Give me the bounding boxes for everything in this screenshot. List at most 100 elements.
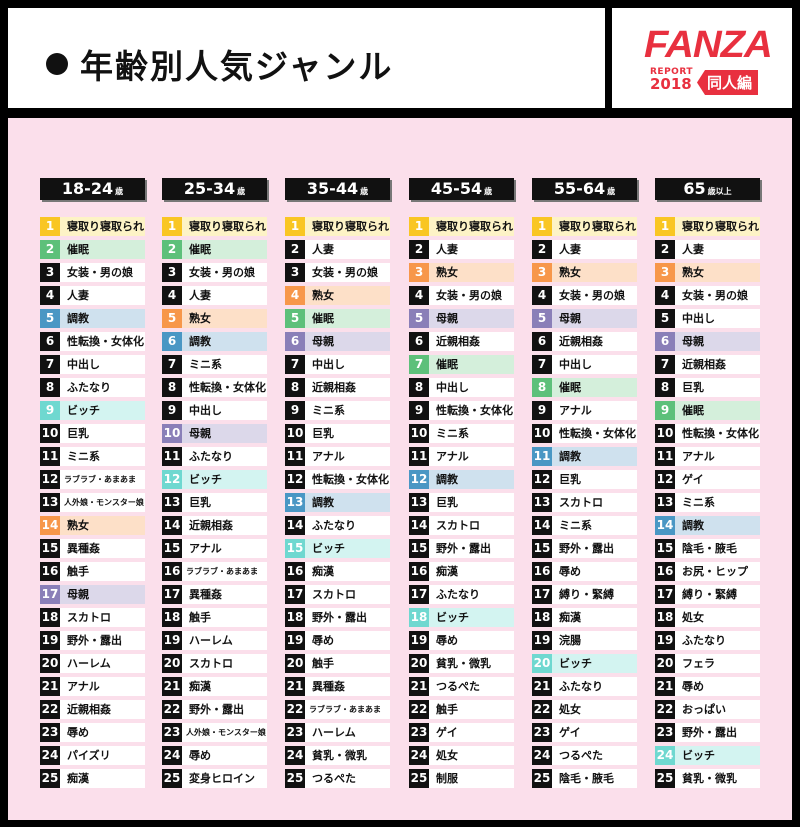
rank-number: 23	[655, 723, 675, 742]
rank-number: 9	[162, 401, 182, 420]
genre-label: 調教	[682, 519, 704, 532]
ranking-row: 18 処女	[655, 608, 760, 627]
rank-number: 7	[40, 355, 60, 374]
rank-number: 21	[655, 677, 675, 696]
ranking-row: 9 催眠	[655, 401, 760, 420]
genre-label: 母親	[312, 335, 334, 348]
genre-label: 人妻	[312, 243, 334, 256]
genre-label: 性転換・女体化	[189, 381, 266, 394]
age-suffix: 歳	[115, 187, 124, 196]
rank-number: 19	[532, 631, 552, 650]
ranking-row: 17 異種姦	[162, 585, 267, 604]
ranking-row: 10 ミニ系	[409, 424, 514, 443]
ranking-row: 9 中出し	[162, 401, 267, 420]
ranking-row: 20 ハーレム	[40, 654, 145, 673]
rank-number: 16	[40, 562, 60, 581]
rank-number: 20	[409, 654, 429, 673]
genre-label: ハーレム	[67, 657, 111, 670]
rank-number: 20	[655, 654, 675, 673]
ranking-row: 6 母親	[285, 332, 390, 351]
rank-number: 3	[162, 263, 182, 282]
ranking-row: 21 つるぺた	[409, 677, 514, 696]
ranking-row: 1 寝取り寝取られ	[162, 217, 267, 236]
rank-number: 25	[40, 769, 60, 788]
genre-label: 寝取り寝取られ	[312, 220, 389, 233]
genre-label: 近親相姦	[559, 335, 603, 348]
ranking-row: 12 ラブラブ・あまあま	[40, 470, 145, 489]
ranking-row: 10 母親	[162, 424, 267, 443]
ranking-row: 9 ビッチ	[40, 401, 145, 420]
rank-number: 22	[532, 700, 552, 719]
age-header: 55-64 歳	[532, 178, 637, 200]
genre-label: つるぺた	[559, 749, 603, 762]
ranking-row: 10 性転換・女体化	[655, 424, 760, 443]
ranking-row: 25 変身ヒロイン	[162, 769, 267, 788]
rank-number: 3	[655, 263, 675, 282]
genre-label: 貧乳・微乳	[682, 772, 737, 785]
rank-number: 16	[655, 562, 675, 581]
ranking-row: 8 ふたなり	[40, 378, 145, 397]
ranking-row: 3 女装・男の娘	[285, 263, 390, 282]
ranking-row: 5 熟女	[162, 309, 267, 328]
ranking-row: 3 熟女	[655, 263, 760, 282]
genre-label: 催眠	[682, 404, 704, 417]
ranking-row: 24 パイズリ	[40, 746, 145, 765]
rank-number: 7	[532, 355, 552, 374]
rank-number: 2	[409, 240, 429, 259]
age-range: 65	[683, 179, 706, 198]
ranking-row: 17 ふたなり	[409, 585, 514, 604]
ranking-row: 1 寝取り寝取られ	[285, 217, 390, 236]
rank-number: 1	[285, 217, 305, 236]
rank-number: 14	[409, 516, 429, 535]
rank-number: 13	[409, 493, 429, 512]
genre-label: スカトロ	[436, 519, 480, 532]
ranking-row: 14 ミニ系	[532, 516, 637, 535]
rank-number: 11	[655, 447, 675, 466]
ranking-row: 5 調教	[40, 309, 145, 328]
genre-label: 巨乳	[189, 496, 211, 509]
rank-number: 1	[162, 217, 182, 236]
genre-label: 処女	[559, 703, 581, 716]
ranking-row: 3 女装・男の娘	[40, 263, 145, 282]
ranking-row: 21 痴漢	[162, 677, 267, 696]
rank-number: 18	[162, 608, 182, 627]
genre-label: 母親	[682, 335, 704, 348]
rank-number: 10	[40, 424, 60, 443]
genre-label: 巨乳	[436, 496, 458, 509]
ranking-row: 15 異種姦	[40, 539, 145, 558]
ranking-row: 6 近親相姦	[532, 332, 637, 351]
genre-label: 辱め	[682, 680, 704, 693]
genre-label: 近親相姦	[312, 381, 356, 394]
ranking-row: 4 女装・男の娘	[655, 286, 760, 305]
ranking-row: 19 野外・露出	[40, 631, 145, 650]
ranking-row: 13 ミニ系	[655, 493, 760, 512]
rank-number: 6	[655, 332, 675, 351]
rank-number: 13	[285, 493, 305, 512]
rank-number: 24	[409, 746, 429, 765]
ranking-row: 18 触手	[162, 608, 267, 627]
ranking-row: 14 ふたなり	[285, 516, 390, 535]
ranking-row: 12 ビッチ	[162, 470, 267, 489]
age-suffix: 歳	[237, 187, 246, 196]
report-text: REPORT	[650, 67, 693, 77]
ranking-row: 19 ふたなり	[655, 631, 760, 650]
ranking-row: 18 ビッチ	[409, 608, 514, 627]
genre-label: おっぱい	[682, 703, 726, 716]
rank-number: 23	[532, 723, 552, 742]
genre-label: ミニ系	[189, 358, 222, 371]
genre-label: ふたなり	[189, 450, 233, 463]
rank-number: 12	[532, 470, 552, 489]
edition-badge: 同人編	[697, 70, 759, 95]
genre-label: 調教	[67, 312, 89, 325]
rank-number: 21	[40, 677, 60, 696]
genre-label: つるぺた	[312, 772, 356, 785]
ranking-row: 1 寝取り寝取られ	[655, 217, 760, 236]
rank-number: 12	[40, 470, 60, 489]
genre-label: 痴漢	[312, 565, 334, 578]
rank-number: 24	[655, 746, 675, 765]
rank-number: 1	[40, 217, 60, 236]
ranking-row: 18 痴漢	[532, 608, 637, 627]
title-text: 年齢別人気ジャンル	[80, 47, 394, 86]
rank-number: 19	[409, 631, 429, 650]
ranking-row: 5 母親	[532, 309, 637, 328]
